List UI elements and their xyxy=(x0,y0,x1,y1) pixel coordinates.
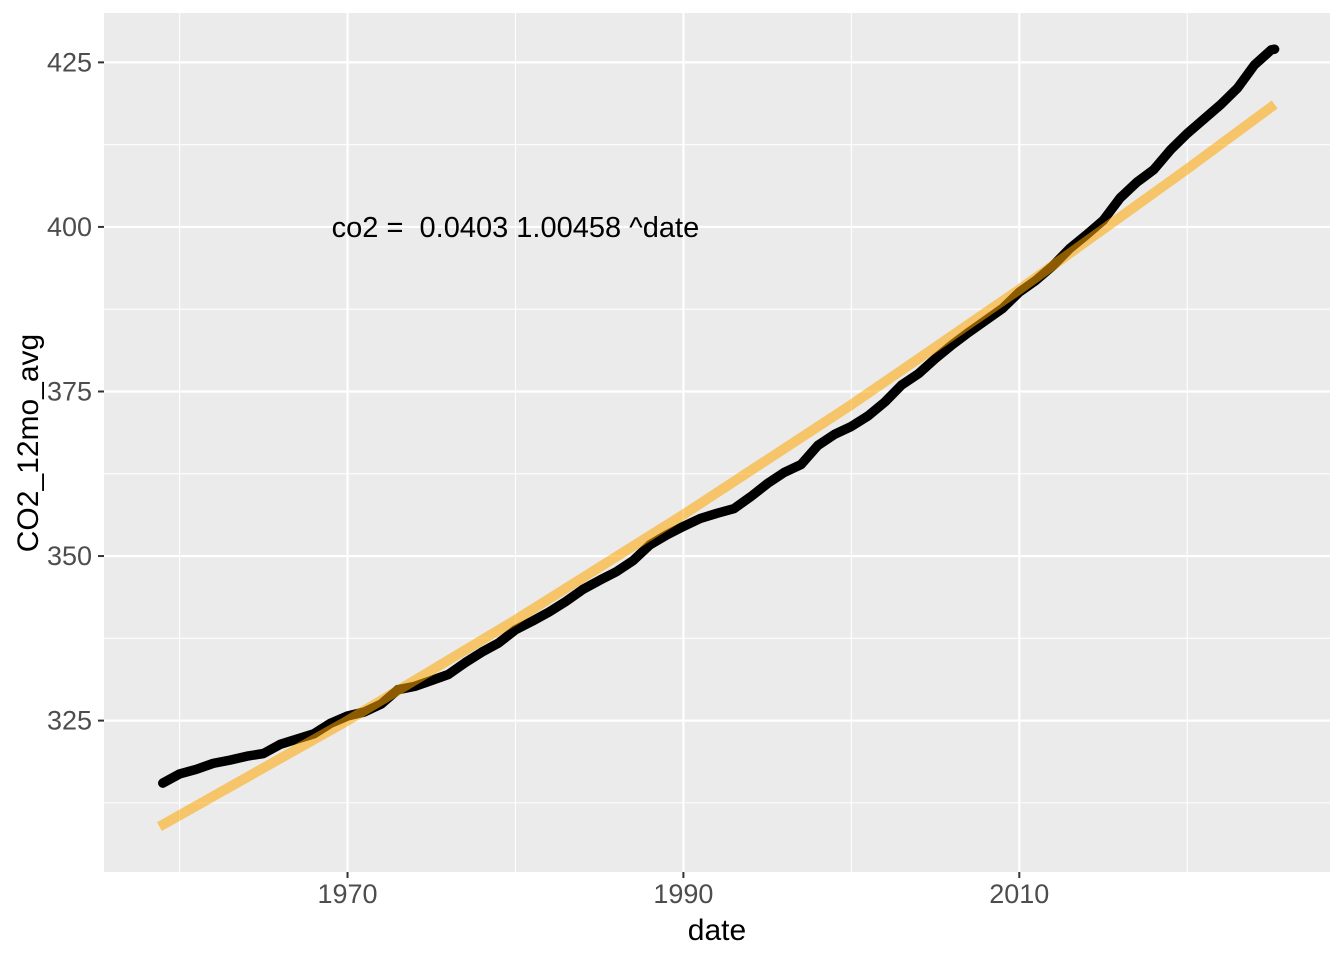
y-axis-title: CO2_12mo_avg xyxy=(12,334,45,552)
major-gridlines xyxy=(104,13,1330,872)
y-tick-label: 400 xyxy=(47,212,92,242)
y-tick-label: 375 xyxy=(47,376,92,406)
exponential-fit-line xyxy=(156,100,1278,831)
y-tick-label: 350 xyxy=(47,541,92,571)
x-axis-title: date xyxy=(688,914,746,947)
minor-gridlines xyxy=(104,13,1330,872)
y-tick-label: 325 xyxy=(47,706,92,736)
x-axis-tick-labels: 1970 1990 2010 xyxy=(317,879,1049,909)
y-axis-tick-labels: 325 350 375 400 425 xyxy=(47,47,92,735)
axis-ticks xyxy=(98,61,1021,878)
series-lines xyxy=(156,44,1280,831)
x-tick-label: 1990 xyxy=(653,879,713,909)
fit-equation-annotation: co2 = 0.0403 1.00458 ^date xyxy=(332,212,700,244)
x-tick-label: 2010 xyxy=(989,879,1049,909)
plot-panel xyxy=(104,13,1330,872)
y-tick-label: 425 xyxy=(47,47,92,77)
x-tick-label: 1970 xyxy=(317,879,377,909)
